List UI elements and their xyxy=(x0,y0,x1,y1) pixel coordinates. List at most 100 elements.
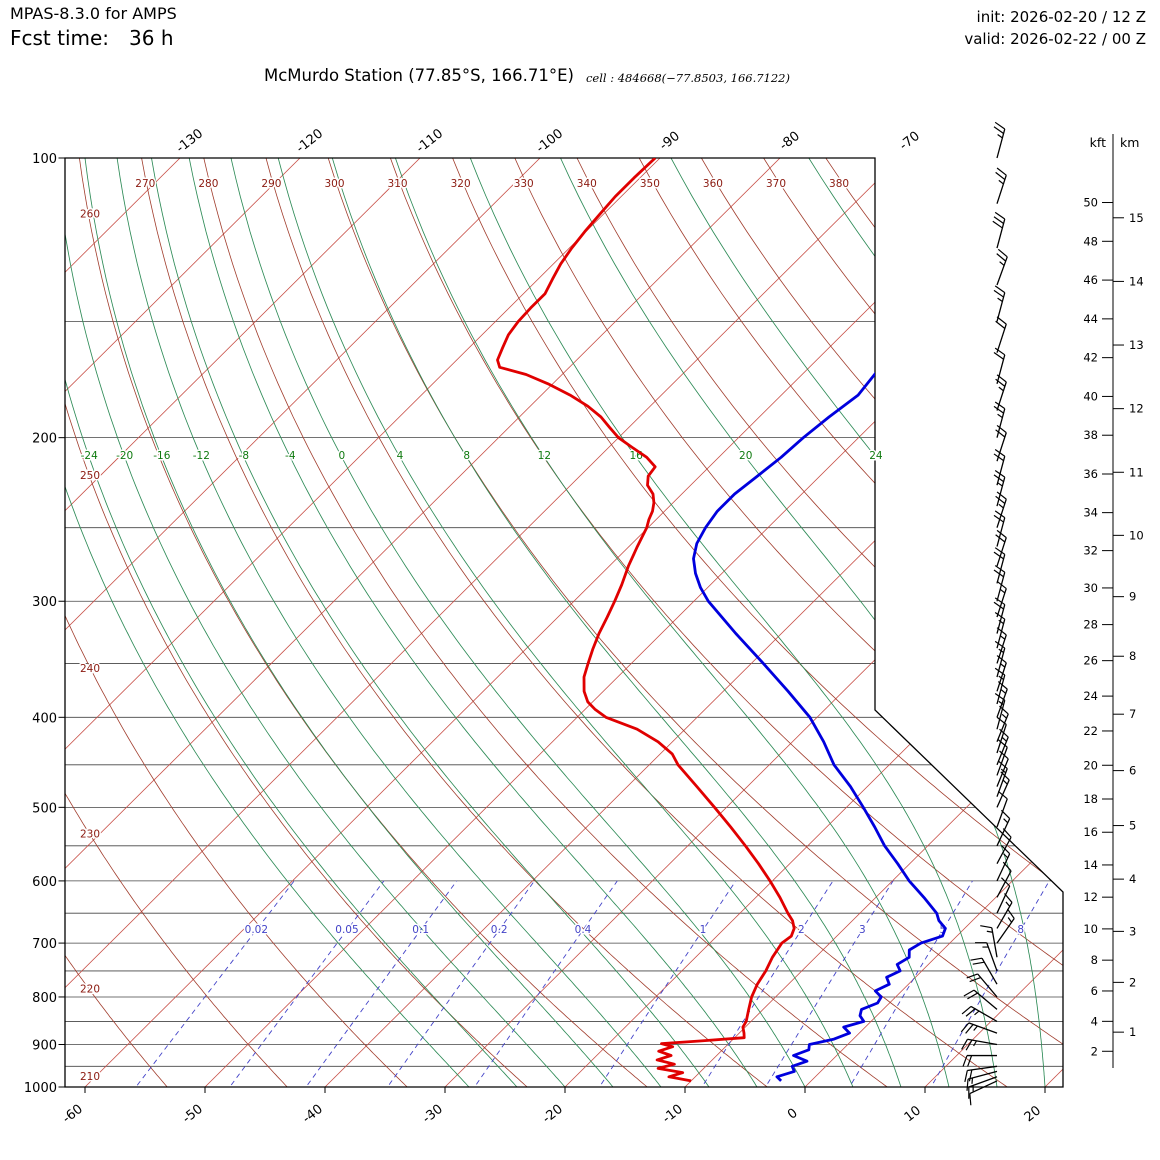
svg-text:600: 600 xyxy=(32,875,57,890)
svg-text:900: 900 xyxy=(32,1038,57,1053)
svg-text:km: km xyxy=(1120,135,1139,150)
svg-text:-16: -16 xyxy=(153,450,170,462)
svg-text:370: 370 xyxy=(766,178,786,190)
svg-text:12: 12 xyxy=(1083,890,1098,904)
svg-text:3: 3 xyxy=(859,924,866,936)
svg-text:700: 700 xyxy=(32,937,57,952)
model-name: MPAS-8.3.0 for AMPS xyxy=(10,4,177,23)
svg-text:4: 4 xyxy=(397,450,404,462)
svg-text:-60: -60 xyxy=(60,1102,86,1127)
dewpoint-curve xyxy=(496,158,796,1083)
svg-text:260: 260 xyxy=(80,208,100,220)
svg-text:270: 270 xyxy=(135,178,155,190)
svg-text:-70: -70 xyxy=(897,129,923,154)
svg-text:kft: kft xyxy=(1090,135,1106,150)
svg-text:3: 3 xyxy=(1129,924,1136,938)
svg-text:300: 300 xyxy=(324,178,344,190)
svg-text:18: 18 xyxy=(1083,792,1098,806)
svg-text:8: 8 xyxy=(1129,649,1136,663)
svg-text:-130: -130 xyxy=(174,126,206,156)
svg-text:0: 0 xyxy=(785,1106,801,1123)
forecast-time-value: 36 h xyxy=(129,26,174,50)
model-header: MPAS-8.3.0 for AMPS Fcst time: 36 h xyxy=(10,4,177,50)
svg-text:-10: -10 xyxy=(660,1102,686,1127)
temperature-curve xyxy=(692,202,1063,1082)
svg-text:100: 100 xyxy=(32,152,57,167)
svg-text:240: 240 xyxy=(80,663,100,675)
svg-text:4: 4 xyxy=(1091,1014,1098,1028)
svg-text:8: 8 xyxy=(463,450,470,462)
svg-text:-20: -20 xyxy=(116,450,133,462)
svg-text:10: 10 xyxy=(902,1103,924,1125)
svg-text:400: 400 xyxy=(32,711,57,726)
svg-text:12: 12 xyxy=(538,450,551,462)
svg-text:-12: -12 xyxy=(193,450,210,462)
svg-text:220: 220 xyxy=(80,983,100,995)
svg-text:20: 20 xyxy=(1083,758,1098,772)
mixing-ratio-lines xyxy=(120,880,1050,1087)
svg-text:0.02: 0.02 xyxy=(245,924,268,936)
svg-text:38: 38 xyxy=(1083,428,1098,442)
svg-text:2: 2 xyxy=(1091,1044,1098,1058)
svg-text:-20: -20 xyxy=(540,1102,566,1127)
svg-text:0.2: 0.2 xyxy=(491,924,508,936)
svg-text:2: 2 xyxy=(1129,975,1136,989)
svg-text:20: 20 xyxy=(1022,1103,1044,1125)
svg-text:290: 290 xyxy=(261,178,281,190)
svg-text:1: 1 xyxy=(1129,1025,1136,1039)
svg-text:350: 350 xyxy=(640,178,660,190)
mixing-ratio-labels: 0.02 0.05 0.1 0.2 0.4 1 2 3 5 8 xyxy=(243,923,1025,938)
station-title: McMurdo Station (77.85°S, 166.71°E) xyxy=(264,66,574,85)
svg-text:12: 12 xyxy=(1129,402,1144,416)
svg-text:7: 7 xyxy=(1129,707,1136,721)
svg-text:-40: -40 xyxy=(300,1102,326,1127)
forecast-time-label: Fcst time: xyxy=(10,26,110,50)
moist-adiabat-labels: -24 -20 -16 -12 -8 -4 0 4 8 12 16 20 24 xyxy=(79,449,884,464)
svg-text:40: 40 xyxy=(1083,389,1098,403)
init-time: init: 2026-02-20 / 12 Z xyxy=(976,8,1146,26)
svg-text:15: 15 xyxy=(1129,211,1144,225)
svg-text:310: 310 xyxy=(388,178,408,190)
svg-text:2: 2 xyxy=(798,924,805,936)
svg-text:-100: -100 xyxy=(534,126,566,156)
svg-text:32: 32 xyxy=(1083,544,1098,558)
svg-text:6: 6 xyxy=(1091,984,1098,998)
svg-text:-90: -90 xyxy=(657,129,683,154)
valid-time: valid: 2026-02-22 / 00 Z xyxy=(964,30,1146,48)
svg-text:44: 44 xyxy=(1083,312,1098,326)
svg-text:0.05: 0.05 xyxy=(335,924,358,936)
svg-text:28: 28 xyxy=(1083,618,1098,632)
sounding-curves xyxy=(496,158,1063,1083)
svg-text:34: 34 xyxy=(1083,506,1098,520)
svg-text:46: 46 xyxy=(1083,273,1098,287)
svg-text:230: 230 xyxy=(80,829,100,841)
svg-text:-8: -8 xyxy=(239,450,249,462)
svg-text:0: 0 xyxy=(338,450,345,462)
height-scale: kft km24681012141618202224262830323436384… xyxy=(1083,134,1144,1068)
svg-text:10: 10 xyxy=(1083,922,1098,936)
svg-text:14: 14 xyxy=(1129,274,1144,288)
svg-text:22: 22 xyxy=(1083,724,1098,738)
run-times: init: 2026-02-20 / 12 Z valid: 2026-02-2… xyxy=(964,6,1146,50)
svg-text:280: 280 xyxy=(198,178,218,190)
pressure-axis-labels: 100 200 300 400 500 600 700 800 900 1000 xyxy=(24,152,65,1096)
svg-text:24: 24 xyxy=(1083,689,1098,703)
wind-barbs xyxy=(960,121,1015,1106)
svg-text:6: 6 xyxy=(1129,764,1136,778)
svg-text:13: 13 xyxy=(1129,338,1144,352)
svg-text:-110: -110 xyxy=(414,126,446,156)
svg-text:360: 360 xyxy=(703,178,723,190)
svg-text:26: 26 xyxy=(1083,654,1098,668)
svg-text:10: 10 xyxy=(1129,528,1144,542)
svg-text:5: 5 xyxy=(1129,819,1136,833)
svg-text:500: 500 xyxy=(32,801,57,816)
svg-text:340: 340 xyxy=(577,178,597,190)
svg-text:24: 24 xyxy=(869,450,883,462)
svg-text:5: 5 xyxy=(939,924,946,936)
svg-text:42: 42 xyxy=(1083,351,1098,365)
svg-text:0.1: 0.1 xyxy=(412,924,429,936)
svg-text:20: 20 xyxy=(739,450,752,462)
svg-text:210: 210 xyxy=(80,1071,100,1083)
